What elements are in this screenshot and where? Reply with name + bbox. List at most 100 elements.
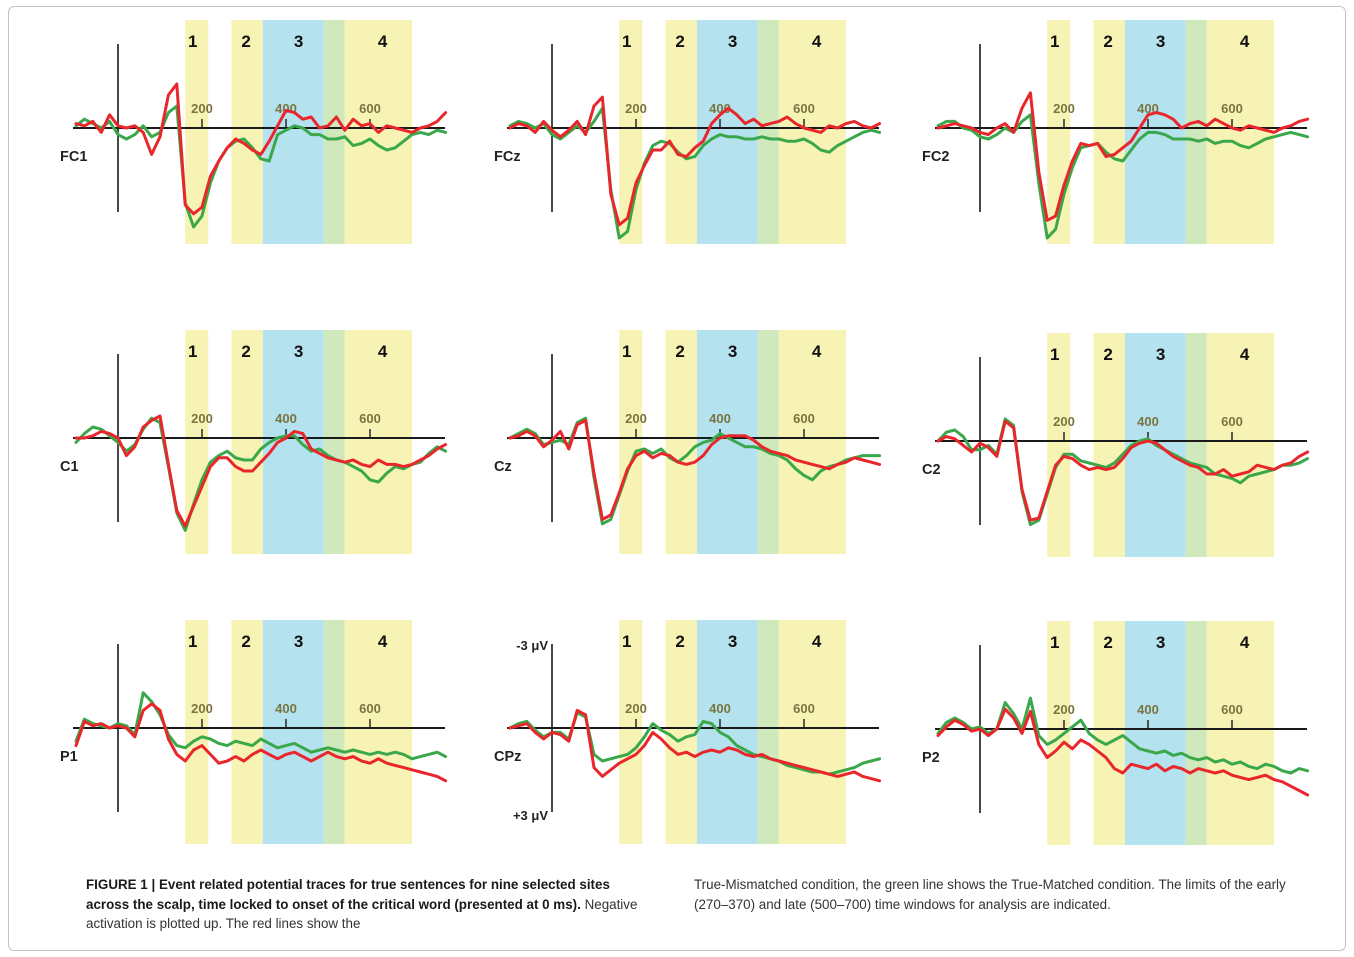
site-label: FC1 [60,149,87,165]
erp-panel-c2: 1 2 3 4 200 400 600 C2 [922,333,1310,557]
time-window-band [1093,20,1125,244]
time-window-band [1206,333,1274,557]
caption-rest: Negative activation is plotted up. The r… [86,896,638,932]
time-window-band [665,20,697,244]
trace-true-matched [508,106,882,240]
time-window-band [323,620,345,844]
x-tick-label: 400 [1137,414,1159,429]
amplitude-label-top: -3 μV [516,638,548,653]
site-label: C2 [922,462,941,478]
site-label: FCz [494,149,521,165]
time-window-band [778,20,846,244]
window-label: 3 [728,342,737,361]
time-window-band [757,20,779,244]
x-tick-label: 200 [1053,702,1075,717]
window-label: 2 [675,342,684,361]
time-window-band [619,620,643,844]
time-window-band [757,330,779,554]
x-tick-label: 400 [275,701,297,716]
trace-true-mismatched [508,95,882,227]
window-label: 1 [1050,32,1059,51]
x-tick-label: 600 [1221,414,1243,429]
window-label: 4 [378,342,388,361]
x-tick-label: 200 [625,411,647,426]
time-window-band [1206,621,1274,845]
trace-true-matched [74,104,448,229]
erp-panel-c1: 1 2 3 4 200 400 600 C1 [60,330,448,554]
caption-right: True-Mismatched condition, the green lin… [694,877,1286,912]
x-tick-label: 400 [709,411,731,426]
time-window-band [185,620,209,844]
x-tick-label: 600 [793,411,815,426]
time-window-band [262,20,324,244]
x-tick-label: 600 [359,101,381,116]
x-tick-label: 200 [625,701,647,716]
time-window-band [323,20,345,244]
time-window-band [1093,333,1125,557]
time-window-band [1124,621,1186,845]
x-tick-label: 400 [709,701,731,716]
x-tick-label: 200 [191,701,213,716]
trace-true-mismatched [508,708,882,783]
time-window-band [1047,621,1071,845]
x-tick-label: 200 [191,411,213,426]
trace-true-mismatched [936,707,1310,797]
time-window-band [1185,333,1207,557]
window-label: 3 [294,632,303,651]
window-label: 4 [1240,345,1250,364]
time-window-band [231,20,263,244]
x-tick-label: 600 [359,411,381,426]
window-label: 2 [675,32,684,51]
x-tick-label: 600 [359,701,381,716]
window-label: 3 [728,632,737,651]
time-window-band [262,620,324,844]
window-label: 3 [1156,345,1165,364]
window-label: 2 [241,632,250,651]
site-label: P2 [922,750,940,766]
trace-true-mismatched [74,702,448,783]
window-label: 2 [241,342,250,361]
site-label: P1 [60,749,78,765]
time-window-band [1185,621,1207,845]
site-label: CPz [494,749,521,765]
window-label: 4 [812,632,822,651]
time-window-band [185,330,209,554]
window-label: 1 [1050,633,1059,652]
window-label: 1 [1050,345,1059,364]
trace-true-mismatched [508,418,882,521]
window-label: 2 [241,32,250,51]
window-label: 2 [1103,345,1112,364]
x-tick-label: 600 [793,701,815,716]
figure-frame [8,6,1346,951]
window-label: 4 [378,32,388,51]
erp-panel-cz: 1 2 3 4 200 400 600 Cz [494,330,882,554]
window-label: 3 [294,342,303,361]
window-label: 2 [675,632,684,651]
window-label: 1 [622,632,631,651]
x-tick-label: 600 [793,101,815,116]
time-window-band [1047,333,1071,557]
site-label: Cz [494,459,512,475]
window-label: 4 [378,632,388,651]
time-window-band [1093,621,1125,845]
trace-true-matched [936,113,1310,240]
time-window-band [778,330,846,554]
time-window-band [619,330,643,554]
trace-true-mismatched [936,91,1310,222]
window-label: 3 [294,32,303,51]
caption-left: FIGURE 1 | Event related potential trace… [86,875,656,934]
window-label: 3 [1156,32,1165,51]
window-label: 4 [812,342,822,361]
x-tick-label: 200 [1053,414,1075,429]
x-tick-label: 400 [275,411,297,426]
window-label: 2 [1103,32,1112,51]
window-label: 3 [1156,633,1165,652]
window-label: 1 [622,342,631,361]
time-window-band [665,620,697,844]
site-label: FC2 [922,149,949,165]
window-label: 3 [728,32,737,51]
